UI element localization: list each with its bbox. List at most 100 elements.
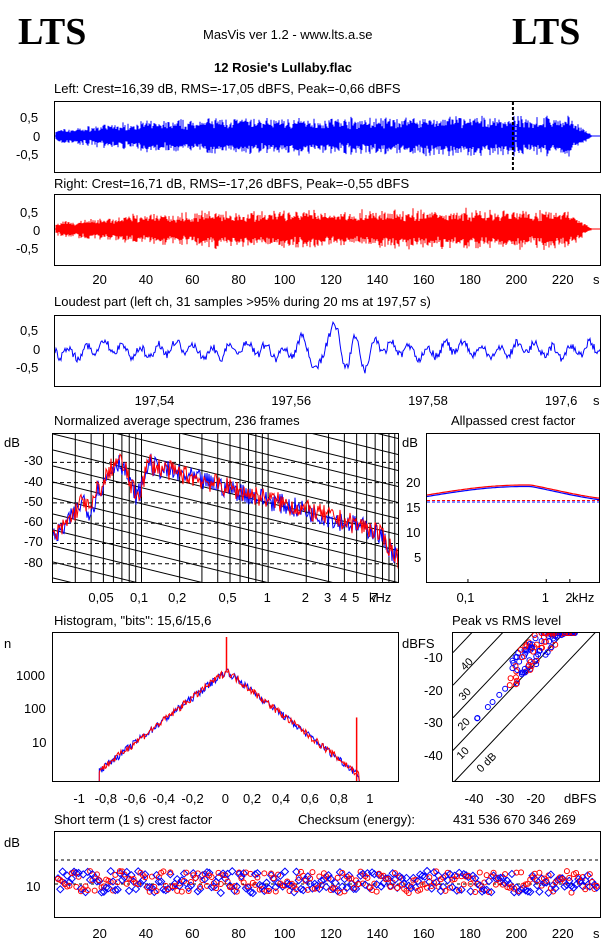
stc-left-point [276,871,285,880]
wave-xtick: 200 [505,272,528,287]
stc-right-point [442,887,449,894]
pvr-ytick: -20 [424,682,443,698]
stc-left-point [292,867,301,877]
pvr-point [543,633,550,637]
pvr-point [514,677,521,684]
logo-right: LTS [512,11,581,53]
stc-left-point [55,874,63,883]
stc-left-point [264,884,274,893]
crest-ytick: 5 [414,550,422,565]
crest-ylabel: dB [402,435,418,450]
stc-right-point [91,887,98,894]
stc-right-point [568,889,575,896]
pvr-ytick: -40 [424,747,443,763]
stc-left-point [99,887,109,896]
loudest-xtick: 197,54 [134,393,175,408]
stc-right-point [325,875,332,882]
pvr-diag-label: 0 dB [475,751,499,775]
stc-xtick: 200 [505,926,528,941]
pvr-point [525,661,532,668]
spectrum-slope-line [53,513,333,582]
spectrum-xtick: 2 [301,590,309,605]
stc-right-point [178,888,185,895]
stc-left-point [542,878,551,887]
pvr-point [517,646,524,653]
loudest-ytick: 0 [33,342,41,357]
pvr-point [520,669,527,676]
stc-right-point [270,875,277,882]
stc-left-point [312,881,322,890]
stc-right-point [495,875,502,882]
stc-left-point [466,887,475,896]
stc-xtick: 20 [92,926,107,941]
stc-left-point [331,878,340,888]
stc-left-point [326,874,336,884]
stc-right-point [153,888,160,895]
pvr-point [527,658,534,665]
stc-right-point [536,869,543,876]
stc-right-point [394,885,401,892]
pvr-xlabel: dBFS [564,791,597,806]
stc-right-point [247,870,254,877]
pvr-plot: 40 30 20 10 0 dB [452,632,600,782]
stc-left-point [237,872,246,881]
pvr-point [519,654,526,661]
stc-right-point [584,883,591,890]
stc-right-point [272,888,279,895]
stc-left-point [535,887,544,896]
stc-left-point [138,876,148,885]
pvr-point [532,658,539,665]
spectrum-xtick: 0,05 [88,590,114,605]
stc-xtick: 100 [273,926,296,941]
stc-left-point [133,867,143,876]
stc-right-point [116,868,123,875]
pvr-point [523,641,530,648]
checksum-label: Checksum (energy): [298,812,416,827]
stc-right-point [93,871,100,878]
spectrum-slope-line [53,561,137,582]
stc-right-point [144,884,151,891]
spectrum-slope-line [53,465,398,552]
loudest-ytick: -0,5 [16,360,39,375]
stc-right-point [192,875,199,882]
stc-left-point [303,872,313,881]
stc-right-point [107,878,114,885]
stc-right-point [84,887,91,894]
stc-right-point [233,888,240,895]
stc-right-point [309,869,316,876]
spectrum-slope-line [181,434,398,488]
stc-right-point [231,883,238,890]
pvr-point [530,648,537,655]
stc-right-point [346,875,353,882]
stc-right-point [563,868,570,875]
spectrum-slope-line [116,434,398,504]
pvr-point [533,641,540,648]
left-ytick: 0,5 [20,110,39,125]
stc-right-point [169,883,176,890]
stc-left-point [470,873,480,883]
spectrum-xtick: 0,2 [168,590,187,605]
stc-left-point [131,884,141,894]
stc-left-point [227,867,237,876]
stc-left-point [532,881,542,890]
pvr-point [512,681,519,688]
stc-left-point [113,885,122,894]
stc-right-point [293,886,300,893]
stc-right-point [387,883,394,890]
stc-left-point [592,883,600,892]
stc-left-point [436,886,446,896]
histogram-ylabel: n [4,636,12,651]
stc-right-point [430,879,437,886]
wave-xtick: 80 [231,272,246,287]
spectrum-ytick: -70 [24,534,43,550]
crest-ytick: 20 [406,475,421,490]
stc-left-point [101,883,111,892]
loudest-xtick: 197,56 [271,393,312,408]
histogram-ytick: 100 [24,701,46,717]
loudest-ytick: 0,5 [20,323,39,338]
stc-left-point [496,873,505,883]
pvr-xtick: -40 [464,791,484,806]
pvr-point [509,665,516,672]
stc-right-point [66,882,73,889]
wave-xtick: 160 [412,272,435,287]
